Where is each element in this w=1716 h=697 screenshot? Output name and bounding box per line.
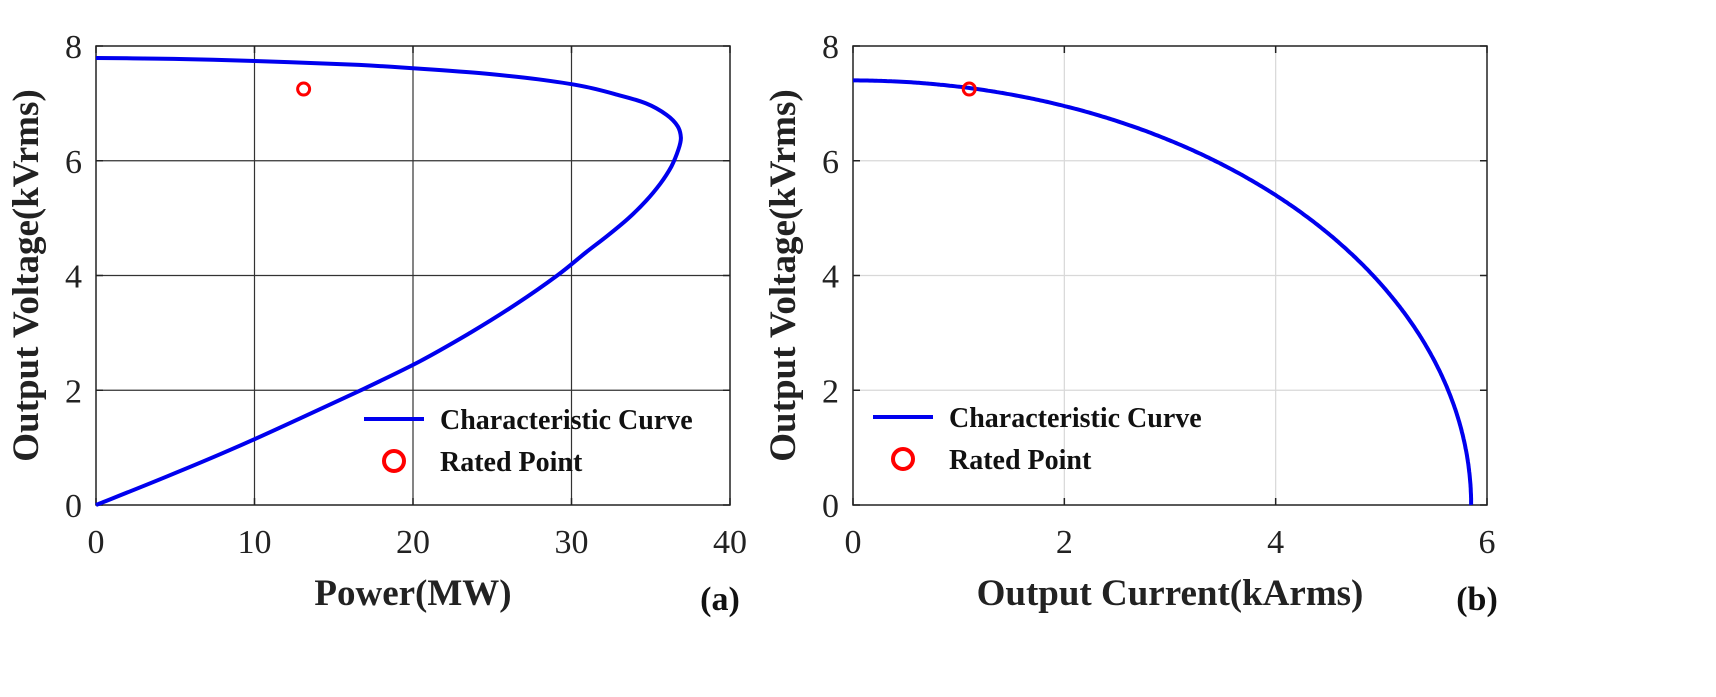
y-tick-label: 0 bbox=[822, 488, 839, 525]
x-tick-label: 2 bbox=[1056, 524, 1073, 561]
y-tick-label: 6 bbox=[822, 144, 839, 181]
y-tick-label: 0 bbox=[65, 488, 82, 525]
legend-a-rated-label: Rated Point bbox=[440, 447, 583, 478]
y-ticks-b: 0 2 4 6 8 bbox=[822, 29, 1487, 525]
y-axis-title-a: Output Voltage(kVrms) bbox=[6, 89, 47, 461]
y-tick-label: 8 bbox=[822, 29, 839, 66]
x-tick-label: 20 bbox=[396, 524, 430, 561]
x-tick-label: 30 bbox=[555, 524, 589, 561]
chart-b: 0 2 4 6 0 2 4 6 8 Characteristic Curve Rated Po… bbox=[763, 29, 1498, 618]
characteristic-curve-a bbox=[95, 56, 683, 507]
x-ticks-b: 0 2 4 6 bbox=[845, 46, 1496, 561]
y-axis-title-b: Output Voltage(kVrms) bbox=[763, 89, 804, 461]
chart-a: 0 10 20 30 40 0 2 4 6 8 Characteristic Curve Rat… bbox=[6, 29, 747, 618]
x-ticks-a: 0 10 20 30 40 bbox=[88, 46, 747, 561]
x-axis-title-a: Power(MW) bbox=[314, 573, 511, 614]
legend-b-rated-swatch bbox=[891, 447, 915, 471]
y-tick-label: 2 bbox=[822, 373, 839, 410]
panel-label-b: (b) bbox=[1456, 581, 1498, 618]
x-tick-label: 6 bbox=[1479, 524, 1496, 561]
legend-a-rated-swatch bbox=[382, 449, 406, 473]
x-tick-label: 4 bbox=[1267, 524, 1284, 561]
legend-b-rated-label: Rated Point bbox=[949, 445, 1092, 476]
x-tick-label: 10 bbox=[238, 524, 272, 561]
legend-b-curve-label: Characteristic Curve bbox=[949, 403, 1202, 434]
grid-a bbox=[96, 46, 730, 505]
x-tick-label: 40 bbox=[713, 524, 747, 561]
x-tick-label: 0 bbox=[845, 524, 862, 561]
y-tick-label: 6 bbox=[65, 144, 82, 181]
y-tick-label: 4 bbox=[65, 259, 82, 296]
y-tick-label: 8 bbox=[65, 29, 82, 66]
x-tick-label: 0 bbox=[88, 524, 105, 561]
characteristic-curve-b bbox=[853, 78, 1474, 506]
y-tick-label: 4 bbox=[822, 259, 839, 296]
rated-point-a bbox=[296, 81, 312, 97]
panel-label-a: (a) bbox=[700, 581, 740, 618]
x-axis-title-b: Output Current(kArms) bbox=[977, 573, 1364, 614]
legend-a-curve-label: Characteristic Curve bbox=[440, 405, 693, 436]
rated-point-b bbox=[961, 81, 977, 97]
y-tick-label: 2 bbox=[65, 373, 82, 410]
legend-b: Characteristic Curve Rated Point bbox=[873, 403, 1202, 476]
y-ticks-a: 0 2 4 6 8 bbox=[65, 29, 730, 525]
grid-b bbox=[853, 46, 1487, 505]
legend-a: Characteristic Curve Rated Point bbox=[364, 405, 693, 478]
